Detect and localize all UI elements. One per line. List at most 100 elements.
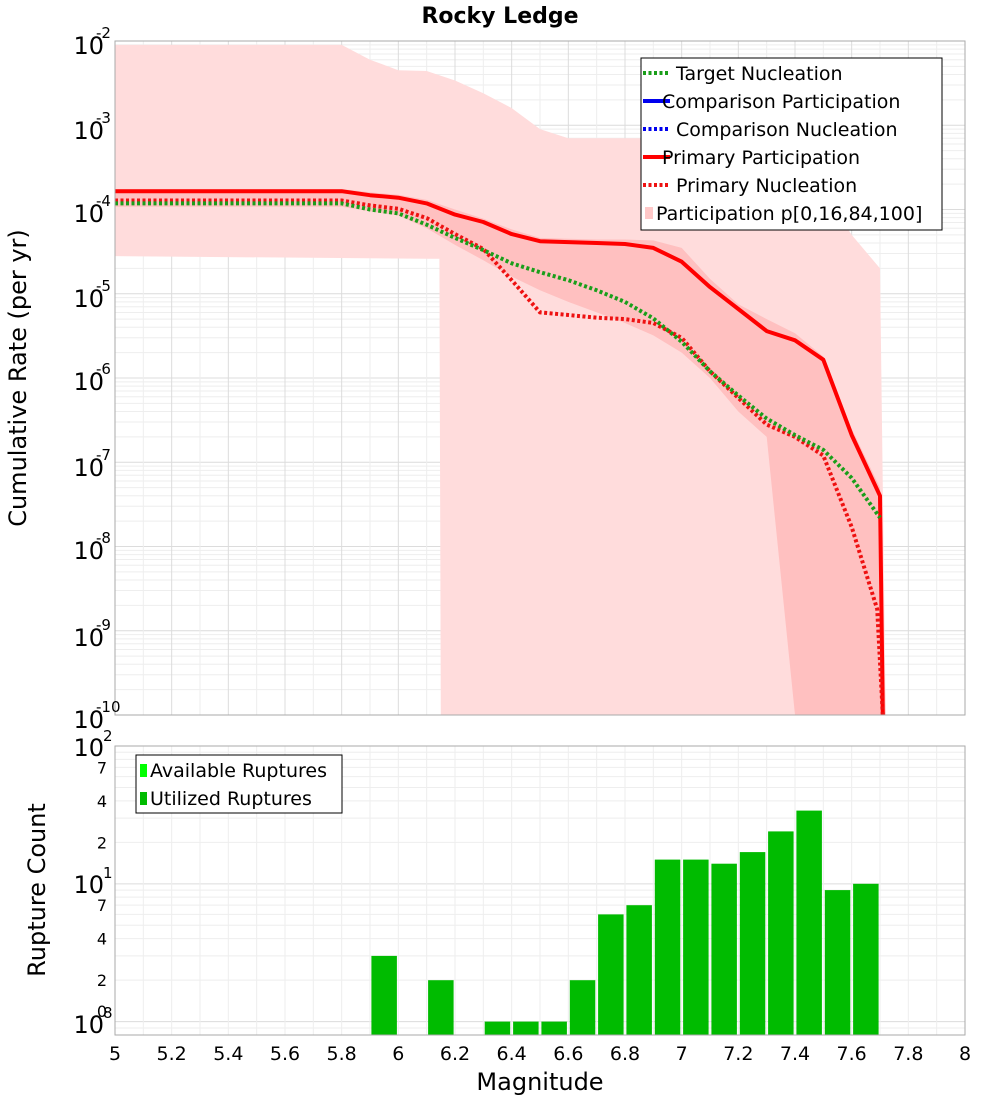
top-legend-entry: Comparison Participation [643, 91, 900, 113]
top-y-tick: 10-10 [73, 698, 120, 734]
rupture-bar [513, 1021, 539, 1035]
top-y-tick: 10-5 [73, 277, 111, 313]
bottom-legend-entry: Available Ruptures [140, 760, 327, 782]
x-tick-label: 5 [109, 1043, 121, 1065]
top-y-tick: 10-3 [73, 109, 111, 145]
rupture-bar [853, 883, 879, 1035]
x-tick-label: 5.6 [270, 1043, 300, 1065]
x-tick-label: 7.4 [780, 1043, 810, 1065]
rupture-bar [598, 914, 624, 1035]
x-tick-label: 6.4 [497, 1043, 527, 1065]
y-tick-minor-label: 2 [97, 971, 107, 990]
y-tick-base: 10 [73, 706, 104, 734]
bottom-y-tick: 10 1 [73, 864, 112, 899]
series-target-nucleation [115, 201, 882, 519]
top-y-tick: 10-6 [73, 360, 111, 396]
bottom-y-tick: 2 [97, 833, 107, 852]
y-tick-base: 10 [73, 285, 104, 313]
rupture-bar [711, 863, 737, 1035]
top-y-tick: 10-2 [73, 24, 111, 60]
legend-swatch [140, 792, 147, 805]
rupture-bar [824, 890, 851, 1035]
bottom-legend-entry: Utilized Ruptures [140, 788, 312, 810]
chart-title: Rocky Ledge [421, 4, 578, 29]
y-tick-exponent: -5 [96, 277, 111, 295]
y-tick-exponent: -9 [96, 616, 111, 634]
y-tick-base: 10 [73, 1011, 104, 1039]
x-tick-label: 6.2 [440, 1043, 470, 1065]
x-tick-label: 7.8 [893, 1043, 923, 1065]
rupture-bar [796, 810, 822, 1035]
top-y-tick: 10-8 [73, 529, 111, 565]
top-y-tick: 10-4 [73, 192, 111, 228]
y-tick-exponent: -2 [96, 24, 111, 42]
bottom-y-axis-label: Rupture Count [23, 803, 51, 977]
y-tick-minor-label: 7 [97, 896, 107, 915]
bottom-plot-frame [114, 745, 966, 1036]
bottom-y-tick: 10 8 [73, 1004, 112, 1039]
rupture-bar [654, 859, 681, 1035]
bottom-y-tick: 4 [97, 930, 107, 949]
y-tick-exponent: -3 [96, 109, 111, 127]
x-tick-label: 6.6 [553, 1043, 583, 1065]
y-tick-base: 10 [73, 454, 104, 482]
y-tick-minor-label: 4 [97, 792, 107, 811]
top-legend-entry: Primary Participation [643, 147, 860, 169]
x-tick-label: 7 [676, 1043, 688, 1065]
y-tick-minor-label: 4 [97, 930, 107, 949]
x-tick-labels: 5 5.2 5.4 5.6 5.8 6 6.2 6.4 6.6 6.8 7 7.2 7.4 7.6 7.8 8 [109, 1043, 971, 1065]
y-tick-base: 10 [73, 200, 104, 228]
x-tick-label: 5.8 [327, 1043, 357, 1065]
y-tick-exponent: -6 [96, 360, 111, 378]
legend-label: Available Ruptures [150, 760, 327, 782]
rupture-bar [484, 1021, 511, 1035]
y-tick-exponent: 2 [103, 727, 113, 745]
bottom-y-tick: 4 [97, 792, 107, 811]
y-tick-base: 10 [73, 32, 104, 60]
bottom-legend-box [135, 754, 343, 814]
top-plot-frame [114, 40, 966, 716]
x-tick-label: 5.2 [157, 1043, 187, 1065]
bottom-y-tick: 2 [97, 971, 107, 990]
legend-label: Comparison Participation [662, 91, 900, 113]
y-tick-minor-label: 0 [97, 1002, 107, 1021]
y-tick-exponent: -4 [96, 192, 111, 210]
top-y-tick-labels: 10-210-310-410-510-610-710-810-910-10 [73, 24, 120, 734]
legend-label: Target Nucleation [675, 63, 843, 85]
y-tick-base: 10 [73, 624, 104, 652]
y-tick-base: 10 [73, 368, 104, 396]
y-tick-base: 10 [73, 537, 104, 565]
top-y-axis-label: Cumulative Rate (per yr) [4, 229, 32, 527]
bottom-y-tick: 10 2 [73, 727, 112, 762]
legend-label: Primary Nucleation [676, 175, 857, 197]
bottom-y-tick: 0 [97, 1002, 107, 1021]
y-tick-base: 10 [73, 117, 104, 145]
rate-series-lines [115, 189, 885, 716]
legend-swatch [645, 207, 653, 219]
x-tick-label: 8 [959, 1043, 971, 1065]
top-legend-entry: Target Nucleation [643, 63, 843, 85]
top-legend-entry: Participation p[0,16,84,100] [645, 203, 922, 225]
series-primary-participation [115, 189, 885, 716]
bottom-y-tick: 7 [97, 758, 107, 777]
rupture-bar [626, 905, 652, 1035]
band-p16-p84 [115, 189, 886, 715]
top-legend-entry: Primary Nucleation [643, 175, 857, 197]
y-tick-exponent: 1 [103, 864, 113, 882]
legend-label: Primary Participation [662, 147, 860, 169]
x-tick-label: 6 [392, 1043, 404, 1065]
y-tick-exponent: -10 [96, 698, 121, 716]
top-legend-box [640, 57, 943, 231]
top-y-tick: 10-9 [73, 616, 111, 652]
x-tick-label: 7.2 [723, 1043, 753, 1065]
rupture-bar [428, 980, 454, 1035]
y-tick-minor-label: 2 [97, 833, 107, 852]
x-tick-label: 6.8 [610, 1043, 640, 1065]
y-tick-minor-label: 7 [97, 758, 107, 777]
rupture-bar [371, 955, 397, 1035]
x-tick-label: 5.4 [213, 1043, 243, 1065]
y-tick-exponent: 8 [103, 1004, 113, 1022]
y-tick-base: 10 [73, 871, 104, 899]
